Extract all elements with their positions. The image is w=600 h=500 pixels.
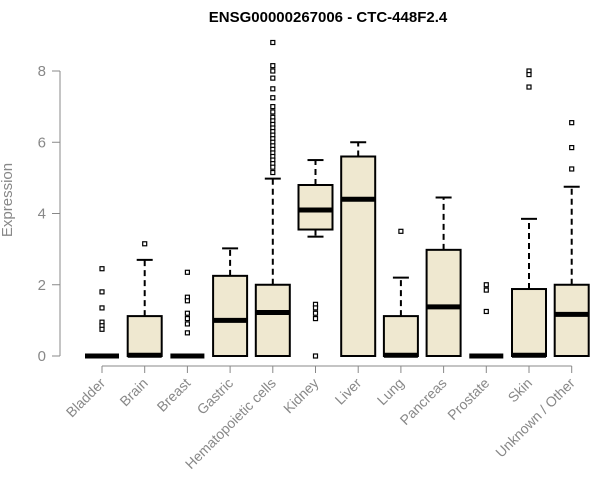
outlier-point [270, 104, 276, 110]
y-axis-label: Expression [0, 163, 16, 237]
outlier-point [270, 95, 276, 101]
outlier-point [270, 109, 276, 115]
outlier-point [184, 298, 190, 304]
x-tick-label: Pancreas [397, 375, 450, 428]
box-body [340, 155, 377, 357]
outlier-point [483, 282, 489, 288]
outlier-point [184, 315, 190, 322]
box-body [382, 315, 419, 358]
outlier-point [270, 39, 276, 46]
outlier-point [184, 310, 190, 316]
y-tick-label: 4 [38, 206, 46, 223]
outlier-point [312, 353, 319, 359]
box-lung [382, 228, 419, 358]
outlier-point [569, 166, 575, 172]
x-tick-label: Lung [374, 375, 407, 408]
x-tick-label: Skin [505, 375, 536, 406]
box-kidney [297, 159, 334, 359]
outlier-point [270, 68, 276, 74]
x-tick-label: Brain [116, 375, 150, 409]
y-axis: 0 2 4 6 8 [38, 63, 61, 365]
box-bladder [85, 266, 119, 359]
box-body [553, 283, 590, 357]
x-tick-label: Kidney [280, 375, 322, 417]
outlier-point [270, 86, 276, 92]
outlier-point [270, 164, 276, 170]
plot-area [85, 39, 590, 359]
x-tick-label: Unknown / Other [492, 375, 578, 461]
outlier-point [483, 308, 489, 315]
outlier-point [99, 326, 105, 332]
x-tick-label: Breast [154, 375, 194, 415]
box-breast [170, 269, 205, 359]
outlier-point [99, 305, 105, 311]
x-tick-label: Gastric [194, 375, 237, 418]
outlier-point [312, 310, 319, 316]
chart-title: ENSG00000267006 - CTC-448F2.4 [209, 9, 448, 26]
box-prostate [469, 282, 504, 359]
outlier-point [312, 305, 319, 311]
outlier-point [99, 289, 105, 295]
box-body [126, 315, 163, 358]
box-gastric [212, 247, 249, 357]
outlier-point [526, 84, 532, 90]
outlier-point [99, 266, 105, 272]
outlier-point [184, 330, 190, 336]
box-liver [340, 141, 377, 357]
box-body [297, 184, 334, 231]
box-body [425, 248, 462, 357]
outlier-point [569, 144, 575, 151]
box-brain [126, 241, 163, 358]
box-body [212, 274, 249, 357]
outlier-point [270, 63, 276, 69]
outlier-point [142, 241, 148, 247]
outlier-point [526, 71, 532, 78]
x-tick-label: Liver [332, 375, 365, 408]
y-tick-label: 6 [38, 134, 46, 151]
box-body [254, 283, 291, 357]
outlier-point [312, 315, 319, 322]
x-tick-label: Bladder [63, 375, 109, 421]
outlier-point [184, 321, 190, 327]
x-tick-label: Prostate [444, 375, 492, 423]
box-unknown-other [553, 120, 590, 357]
outlier-point [270, 75, 276, 81]
y-tick-label: 2 [38, 277, 46, 294]
outlier-point [569, 120, 575, 126]
outlier-point [184, 269, 190, 275]
outlier-point [398, 228, 404, 234]
outlier-point [270, 169, 276, 176]
y-tick-label: 0 [38, 348, 46, 365]
box-skin [511, 68, 547, 358]
outlier-point [483, 287, 489, 293]
y-tick-label: 8 [38, 63, 46, 80]
box-hematopoietic-cells [254, 39, 291, 357]
box-body [511, 288, 547, 357]
box-pancreas [425, 196, 462, 357]
